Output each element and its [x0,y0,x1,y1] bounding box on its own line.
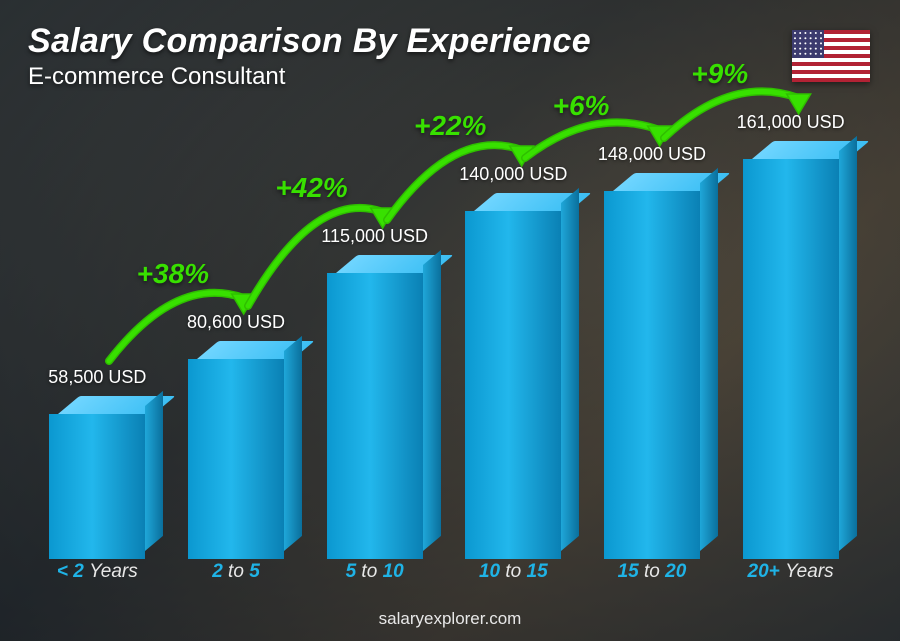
x-axis-label: < 2 Years [38,561,156,589]
x-axis-label: 20+ Years [732,561,850,589]
footer-attribution: salaryexplorer.com [0,609,900,629]
increase-label: +6% [553,90,610,122]
x-axis-label: 15 to 20 [593,561,711,589]
x-axis-label: 5 to 10 [316,561,434,589]
arrow-svg [198,162,433,326]
increase-label: +42% [275,172,347,204]
infographic-canvas: Salary Comparison By Experience E-commer… [0,0,900,641]
increase-arrow: +22% [337,100,572,240]
chart-title: Salary Comparison By Experience [28,22,591,61]
arrow-svg [337,100,572,240]
increase-label: +22% [414,110,486,142]
bar-chart: 58,500 USD 80,600 USD 115,000 USD [28,69,860,589]
increase-arrow: +6% [475,80,710,178]
increase-arrows-layer: +38% +42% +22% +6% [28,69,860,559]
x-axis: < 2 Years 2 to 5 5 to 10 10 to 15 15 to 20 20… [28,561,860,589]
x-axis-label: 10 to 15 [454,561,572,589]
x-axis-label: 2 to 5 [177,561,295,589]
arrow-svg [59,248,294,381]
increase-label: +38% [137,258,209,290]
arrow-svg [475,80,710,178]
increase-arrow: +42% [198,162,433,326]
increase-arrow: +38% [59,248,294,381]
